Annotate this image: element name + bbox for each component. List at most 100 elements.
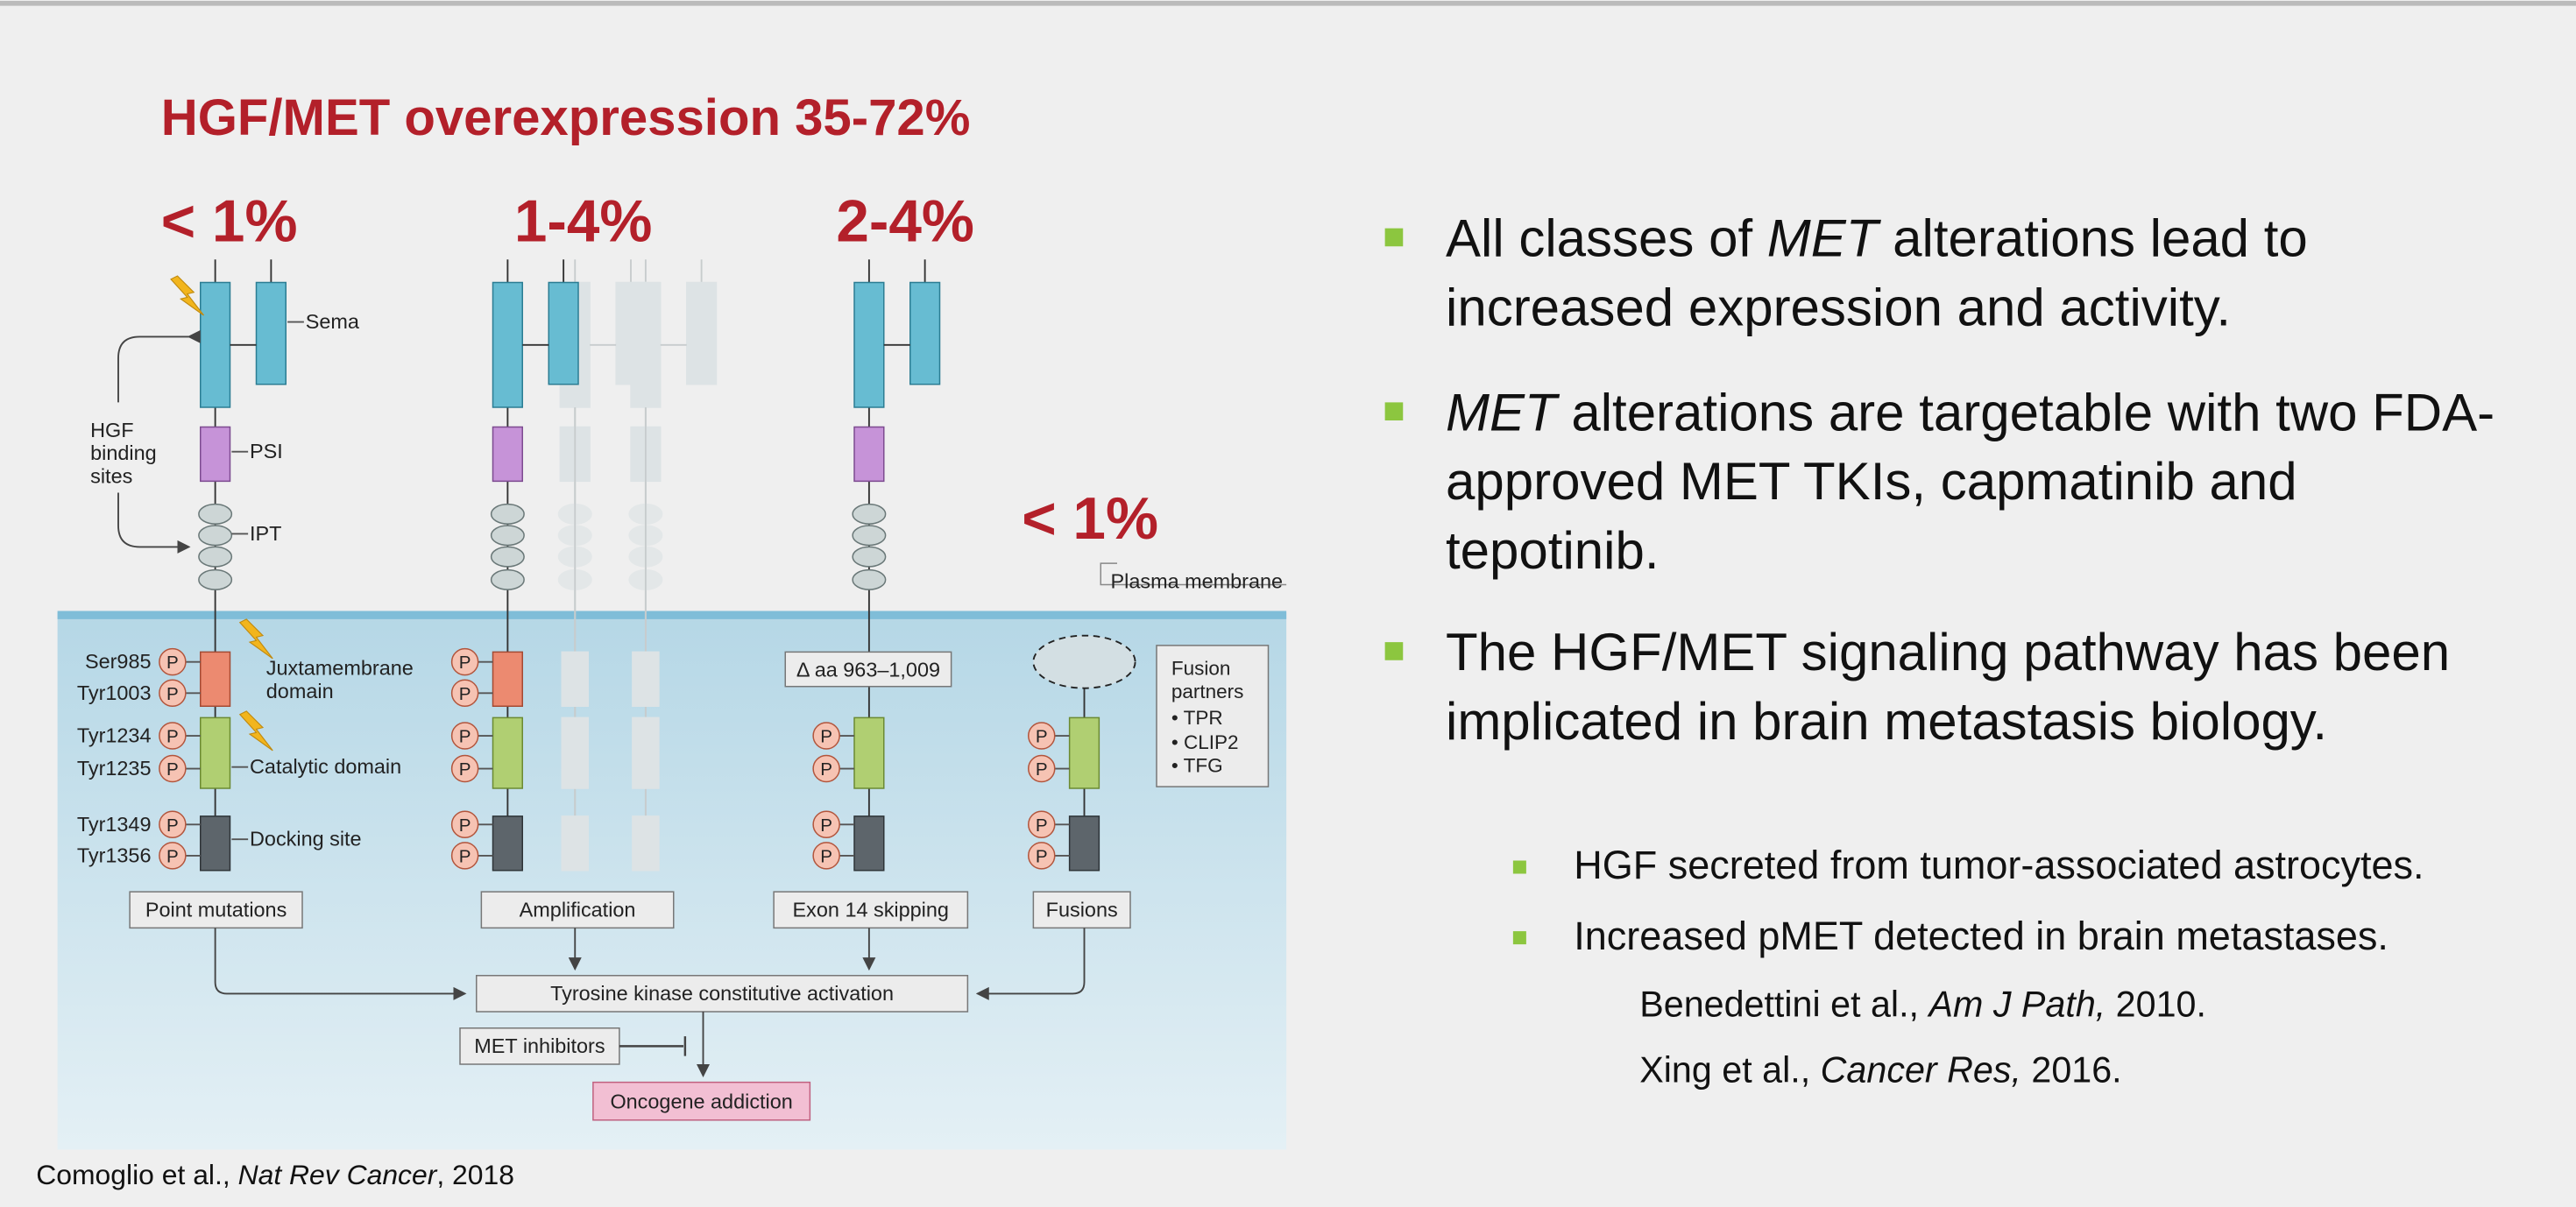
receptors: PPPPPPPPPPPPPPPPPPPPSer985Tyr1003Tyr1234… <box>77 259 1136 872</box>
domain <box>1068 815 1100 872</box>
ipt <box>198 568 233 590</box>
residue: Tyr1356 <box>77 843 152 866</box>
label: Δ aa 963–1,009 <box>796 659 940 681</box>
phospho-label: P <box>459 759 471 780</box>
domain <box>548 281 579 385</box>
domain <box>492 651 523 707</box>
ipt <box>490 503 525 525</box>
label: IPT <box>250 522 281 545</box>
bullet-marker <box>1512 860 1526 874</box>
addiction: Oncogene addiction <box>610 1091 792 1113</box>
domain <box>200 281 231 408</box>
text-run: 2016. <box>2020 1049 2122 1091</box>
addiction-box <box>592 1081 811 1121</box>
inhibitors: MET inhibitors <box>474 1034 605 1057</box>
text-run: MET <box>1446 382 1557 442</box>
mutation-bolt <box>170 275 204 316</box>
phospho-label: P <box>1036 815 1048 836</box>
phospho-label: P <box>166 759 179 780</box>
frequency: < 1% <box>161 189 298 255</box>
label: Catalytic domain <box>250 755 401 778</box>
mutation-bolt <box>238 618 273 660</box>
class-box <box>480 891 675 929</box>
bullet: All classes of MET alterations lead to i… <box>1446 204 2517 342</box>
partner-name: TPR <box>1183 706 1223 730</box>
domain <box>561 651 589 707</box>
phospho-site <box>450 647 479 676</box>
bullet-marker <box>1384 642 1404 660</box>
residue: Ser985 <box>85 650 152 673</box>
phospho-site <box>159 679 187 707</box>
reference: Benedettini et al., Am J Path, 2010. <box>1639 984 2206 1027</box>
phospho-label: P <box>166 846 179 866</box>
bullet: MET alterations are targetable with two … <box>1446 378 2517 584</box>
mutation-bolt <box>238 710 273 752</box>
deletion-box <box>784 651 952 688</box>
residue: Tyr1235 <box>77 757 152 780</box>
text-run: The HGF/MET signaling pathway has been i… <box>1446 622 2451 751</box>
residue: Tyr1003 <box>77 681 152 704</box>
domain <box>909 281 941 385</box>
fusion-title: Fusion partners <box>1171 657 1244 703</box>
phospho-site <box>159 810 187 838</box>
text-run: Xing et al., <box>1639 1049 1821 1091</box>
phospho-label: P <box>166 653 179 673</box>
cytoplasm <box>57 612 1287 1150</box>
domain <box>632 651 660 707</box>
inhibitor-box <box>459 1027 620 1065</box>
class-box <box>773 891 969 929</box>
inhibit-arrow <box>619 1036 687 1056</box>
residue: Tyr1349 <box>77 813 152 836</box>
fusion-partners: • TPR • CLIP2 • TFG <box>1171 706 1239 778</box>
ipt <box>852 503 887 525</box>
phospho-label: P <box>459 846 471 866</box>
partner: • TFG <box>1171 753 1223 777</box>
domain <box>853 426 885 483</box>
phospho-label: P <box>459 727 471 747</box>
label: Juxtamembrane domain <box>265 657 414 703</box>
phospho-site <box>159 647 187 676</box>
domain <box>561 716 589 789</box>
phospho-label: P <box>820 727 832 747</box>
class-box <box>1032 891 1131 929</box>
phospho-site <box>1028 810 1056 838</box>
domain <box>561 815 589 872</box>
citation: Comoglio et al., Nat Rev Cancer, 2018 <box>36 1160 514 1193</box>
phospho-site <box>812 810 840 838</box>
ipt <box>490 525 525 547</box>
ipt <box>490 568 525 590</box>
text-run: Nat Rev Cancer <box>237 1159 437 1191</box>
label: PSI <box>250 440 283 462</box>
frequency: < 1% <box>1022 486 1158 552</box>
label: Sema <box>306 310 360 333</box>
phospho-site <box>450 754 479 783</box>
phospho-site <box>450 722 479 750</box>
text-run: Increased pMET detected in brain metasta… <box>1574 914 2388 959</box>
class-box <box>129 891 303 929</box>
partner-name: CLIP2 <box>1184 730 1239 753</box>
phospho-site <box>1028 842 1056 870</box>
ipt <box>852 546 887 568</box>
class-label: Fusions <box>1046 898 1118 921</box>
arrow <box>117 492 191 554</box>
sub-bullet: HGF secreted from tumor-associated astro… <box>1574 843 2559 892</box>
bullet-marker <box>1384 228 1404 247</box>
domain <box>200 815 231 872</box>
phospho-label: P <box>1036 846 1048 866</box>
ipt <box>852 568 887 590</box>
residue: Tyr1234 <box>77 724 152 747</box>
phospho-label: P <box>1036 727 1048 747</box>
sub-bullet: Increased pMET detected in brain metasta… <box>1574 914 2559 963</box>
domain <box>200 716 231 789</box>
phospho-label: P <box>459 815 471 836</box>
domain <box>853 281 885 408</box>
domain <box>853 716 885 789</box>
fusion-box <box>1156 645 1270 787</box>
phospho-site <box>812 722 840 750</box>
bullet-marker <box>1512 931 1526 945</box>
arrow <box>117 329 201 403</box>
bullet-marker <box>1384 402 1404 420</box>
